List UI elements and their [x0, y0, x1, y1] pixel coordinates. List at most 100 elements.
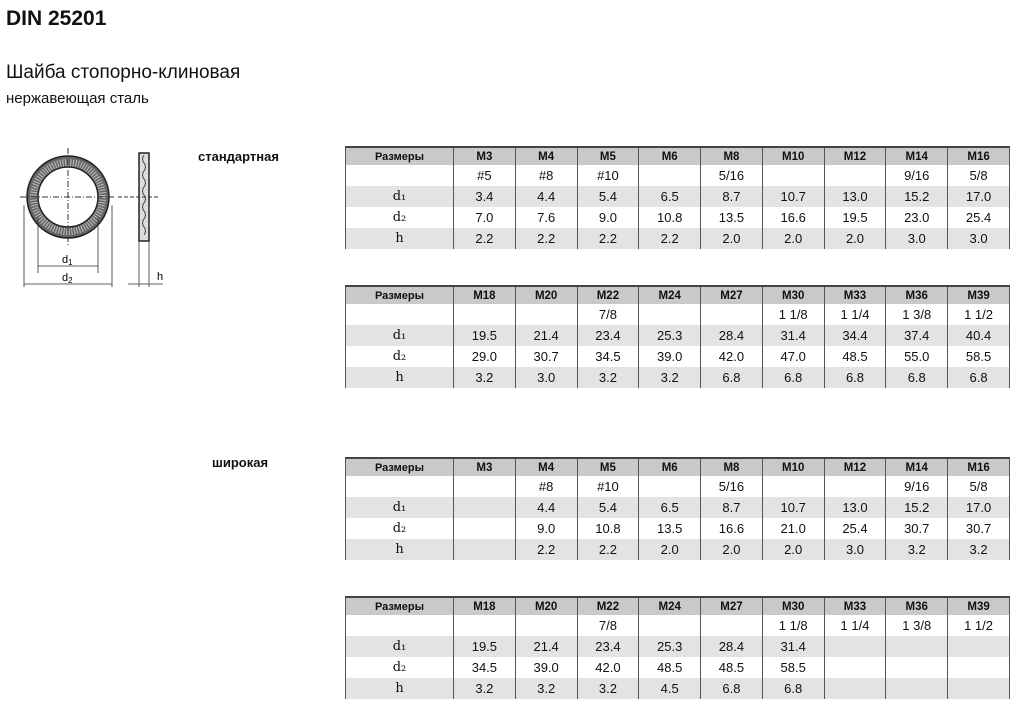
- table-cell: 25.4: [947, 207, 1010, 228]
- table-cell: [947, 678, 1010, 699]
- table-cell: M10: [761, 146, 825, 165]
- table-cell: [453, 476, 516, 497]
- table-cell: [823, 476, 887, 497]
- table-cell: 16.6: [761, 207, 825, 228]
- dimension-table: Размеры M18 M20 M22 M24 M27 M30 M33 M36 M39 7/8 1 1…: [345, 285, 1010, 388]
- table-cell: 30.7: [885, 518, 949, 539]
- table-cell: 8.7: [700, 497, 763, 518]
- table-cell: 48.5: [638, 657, 702, 678]
- row-label: h: [345, 228, 454, 249]
- dimension-table: Размеры M3 M4 M5 M6 M8 M10 M12 M14 M16 #5 #8 #10 5/16…: [345, 146, 1010, 249]
- table-cell: M18: [453, 596, 516, 615]
- table-cell: M5: [576, 457, 640, 476]
- table-cell: #8: [514, 165, 578, 186]
- header-row: Размеры M3 M4 M5 M6 M8 M10 M12 M14 M16: [345, 146, 1010, 165]
- table-cell: [638, 304, 702, 325]
- table-row: h 2.2 2.2 2.0 2.0 2.0 3.0 3.2 3.2: [345, 539, 1010, 560]
- section-label-standard: стандартная: [198, 149, 279, 164]
- table-cell: 13.0: [823, 186, 887, 207]
- table-cell: 6.5: [638, 186, 702, 207]
- table-cell: [823, 678, 887, 699]
- table-cell: M39: [947, 285, 1010, 304]
- row-label: d₂: [345, 657, 454, 678]
- table-cell: M16: [947, 457, 1010, 476]
- table-cell: 1 1/8: [761, 615, 825, 636]
- table-cell: 3.2: [885, 539, 949, 560]
- table-cell: M3: [453, 457, 516, 476]
- table-cell: [947, 636, 1010, 657]
- header-row: Размеры M3 M4 M5 M6 M8 M10 M12 M14 M16: [345, 457, 1010, 476]
- table-cell: 3.2: [453, 367, 516, 388]
- table-cell: [638, 615, 702, 636]
- table-row: d₂ 9.0 10.8 13.5 16.6 21.0 25.4 30.7 30.7: [345, 518, 1010, 539]
- table-cell: M39: [947, 596, 1010, 615]
- table-cell: 1 1/2: [947, 615, 1010, 636]
- table-cell: 3.2: [576, 367, 640, 388]
- product-name: Шайба стопорно-клиновая: [6, 62, 241, 83]
- table-cell: 39.0: [638, 346, 702, 367]
- table-cell: M12: [823, 146, 887, 165]
- table-cell: 21.4: [514, 636, 578, 657]
- table-cell: [885, 657, 949, 678]
- table-cell: 2.0: [823, 228, 887, 249]
- table-cell: 2.0: [700, 228, 763, 249]
- table-cell: 34.5: [576, 346, 640, 367]
- row-label: Размеры: [345, 596, 454, 615]
- table-cell: [453, 497, 516, 518]
- row-label: d₂: [345, 518, 454, 539]
- table-row: d₁ 4.4 5.4 6.5 8.7 10.7 13.0 15.2 17.0: [345, 497, 1010, 518]
- table-cell: 9.0: [514, 518, 578, 539]
- row-label: d₁: [345, 325, 454, 346]
- table-cell: 2.0: [761, 228, 825, 249]
- table-cell: 6.8: [761, 678, 825, 699]
- table-cell: 58.5: [761, 657, 825, 678]
- table-cell: M12: [823, 457, 887, 476]
- table-cell: M24: [638, 596, 702, 615]
- table-cell: 3.0: [947, 228, 1010, 249]
- table-cell: 1 3/8: [885, 304, 949, 325]
- table-cell: 6.5: [638, 497, 702, 518]
- row-label: Размеры: [345, 457, 454, 476]
- d2-label: d2: [62, 272, 73, 285]
- table-cell: 5.4: [576, 497, 640, 518]
- table-row: h 3.2 3.0 3.2 3.2 6.8 6.8 6.8 6.8 6.8: [345, 367, 1010, 388]
- header-row: Размеры M18 M20 M22 M24 M27 M30 M33 M36 M39: [345, 596, 1010, 615]
- row-label: h: [345, 539, 454, 560]
- table-row: h 2.2 2.2 2.2 2.2 2.0 2.0 2.0 3.0 3.0: [345, 228, 1010, 249]
- table-cell: M16: [947, 146, 1010, 165]
- table-cell: 19.5: [823, 207, 887, 228]
- table-cell: 9.0: [576, 207, 640, 228]
- washer-drawing: d1 d2 h: [20, 148, 163, 287]
- table-row: #5 #8 #10 5/16 9/16 5/8: [345, 165, 1010, 186]
- table-cell: 2.0: [700, 539, 763, 560]
- table-cell: [947, 657, 1010, 678]
- table-cell: 3.2: [576, 678, 640, 699]
- table-cell: 5/16: [700, 476, 763, 497]
- table-cell: M6: [638, 457, 702, 476]
- table-cell: 1 1/8: [761, 304, 825, 325]
- table-cell: M10: [761, 457, 825, 476]
- table-cell: 48.5: [823, 346, 887, 367]
- table-cell: 2.2: [514, 228, 578, 249]
- table-cell: M22: [576, 596, 640, 615]
- table-cell: 19.5: [453, 325, 516, 346]
- table-cell: 37.4: [885, 325, 949, 346]
- table-cell: 5/8: [947, 476, 1010, 497]
- table-cell: 31.4: [761, 325, 825, 346]
- table-row: d₂ 7.0 7.6 9.0 10.8 13.5 16.6 19.5 23.0 25.4: [345, 207, 1010, 228]
- dimension-table: Размеры M18 M20 M22 M24 M27 M30 M33 M36 M39 7/8 1 1…: [345, 596, 1010, 699]
- page-title: DIN 25201: [6, 7, 107, 30]
- table-cell: 9/16: [885, 476, 949, 497]
- table-cell: 17.0: [947, 497, 1010, 518]
- table-cell: M5: [576, 146, 640, 165]
- table-cell: M20: [514, 596, 578, 615]
- table-cell: 4.4: [514, 497, 578, 518]
- table-cell: 5/8: [947, 165, 1010, 186]
- table-cell: 10.7: [761, 186, 825, 207]
- row-label: Размеры: [345, 146, 454, 165]
- table-cell: M36: [885, 596, 949, 615]
- row-label: h: [345, 367, 454, 388]
- table-row: 7/8 1 1/8 1 1/4 1 3/8 1 1/2: [345, 304, 1010, 325]
- table-cell: [761, 476, 825, 497]
- table-cell: 30.7: [514, 346, 578, 367]
